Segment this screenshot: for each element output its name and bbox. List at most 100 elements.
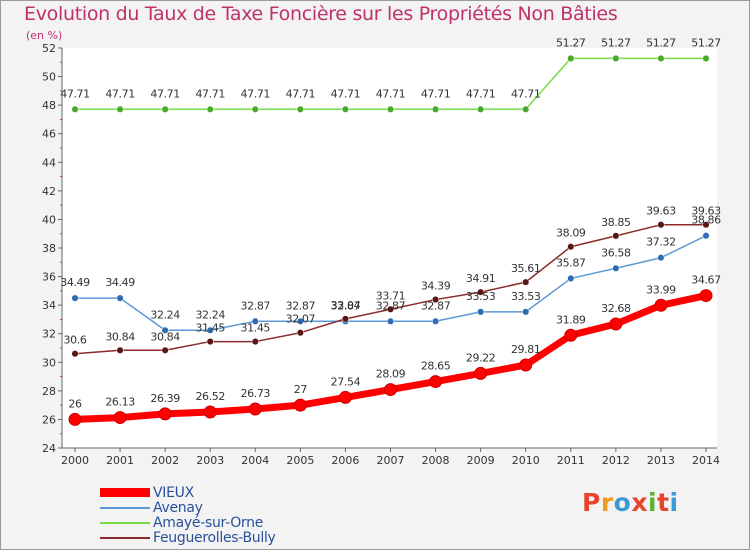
data-point: [429, 375, 443, 389]
x-tick-label: 2002: [151, 454, 179, 467]
data-label: 51.27: [691, 36, 721, 49]
data-label: 31.45: [241, 322, 271, 335]
x-tick-label: 2003: [196, 454, 224, 467]
data-point: [251, 338, 259, 346]
logo-letter: r: [600, 488, 614, 517]
plot-area: [62, 48, 717, 448]
unit-label: (en %): [26, 29, 63, 42]
legend-label-avenay: Avenay: [153, 500, 203, 516]
y-tick-label: 32: [42, 328, 56, 341]
data-point: [522, 105, 530, 113]
data-point: [386, 317, 395, 325]
legend-label-vieux: VIEUX: [153, 485, 194, 501]
x-tick-label: 2000: [61, 454, 89, 467]
data-point: [386, 105, 395, 113]
data-label: 26.73: [241, 387, 271, 400]
data-point: [657, 221, 665, 229]
y-tick-label: 26: [42, 413, 56, 426]
y-tick-label: 36: [42, 271, 56, 284]
data-label: 47.71: [376, 87, 406, 100]
data-label: 28.65: [421, 360, 451, 373]
data-point: [206, 338, 214, 346]
data-label: 31.89: [556, 313, 586, 326]
data-point: [657, 54, 665, 62]
data-point: [432, 317, 440, 325]
data-label: 27: [294, 383, 308, 396]
data-label: 47.71: [241, 87, 271, 100]
data-point: [71, 350, 79, 358]
data-point: [293, 398, 307, 412]
data-label: 35.61: [511, 262, 541, 275]
y-tick-label: 48: [42, 99, 56, 112]
data-point: [612, 264, 620, 272]
data-label: 32.24: [150, 308, 180, 321]
data-point: [68, 412, 82, 426]
data-point: [116, 294, 124, 302]
y-tick-label: 30: [42, 356, 56, 369]
data-label: 30.84: [150, 330, 180, 343]
chart-title: Evolution du Taux de Taxe Foncière sur l…: [24, 3, 618, 25]
data-label: 32.87: [376, 299, 406, 312]
data-point: [477, 105, 485, 113]
y-tick-label: 24: [42, 442, 56, 455]
data-label: 30.6: [64, 334, 87, 347]
logo-letter: o: [613, 488, 632, 517]
data-label: 47.71: [421, 87, 451, 100]
data-label: 32.87: [331, 299, 361, 312]
logo-letter: x: [631, 488, 648, 517]
data-label: 51.27: [556, 36, 586, 49]
data-label: 31.45: [195, 322, 225, 335]
data-label: 29.22: [466, 351, 496, 364]
data-point: [338, 390, 352, 404]
logo-letter: t: [657, 488, 670, 517]
data-label: 51.27: [601, 36, 631, 49]
x-tick-label: 2013: [647, 454, 675, 467]
data-point: [384, 383, 397, 397]
data-label: 34.39: [421, 280, 451, 293]
data-point: [71, 294, 79, 302]
y-tick-label: 42: [42, 185, 56, 198]
data-label: 38.86: [691, 214, 721, 227]
data-label: 32.87: [241, 299, 271, 312]
data-point: [702, 221, 710, 229]
data-point: [612, 232, 620, 240]
data-label: 34.91: [466, 272, 496, 285]
data-label: 33.99: [646, 283, 676, 296]
data-point: [702, 54, 710, 62]
data-point: [296, 105, 304, 113]
data-point: [654, 298, 668, 312]
y-tick-label: 28: [42, 385, 56, 398]
legend-swatch-avenay: [100, 507, 150, 509]
data-label: 39.63: [646, 205, 676, 218]
legend-swatch-amaye: [100, 522, 150, 524]
data-label: 28.09: [376, 368, 406, 381]
data-label: 47.71: [60, 87, 90, 100]
y-tick-label: 38: [42, 242, 56, 255]
data-point: [341, 315, 349, 323]
data-point: [567, 243, 575, 251]
logo-letter: i: [648, 488, 658, 517]
data-point: [564, 328, 578, 342]
data-label: 26.52: [195, 390, 225, 403]
logo-letter: P: [582, 488, 601, 517]
x-tick-label: 2001: [106, 454, 134, 467]
data-point: [158, 407, 172, 421]
x-tick-label: 2007: [377, 454, 405, 467]
data-point: [702, 232, 710, 240]
data-label: 36.58: [601, 246, 631, 259]
y-tick-label: 50: [42, 71, 56, 84]
data-point: [477, 288, 485, 296]
y-tick-label: 40: [42, 213, 56, 226]
data-point: [206, 105, 214, 113]
data-label: 47.71: [286, 87, 316, 100]
data-label: 26.13: [105, 396, 135, 409]
data-label: 29.81: [511, 343, 541, 356]
y-tick-label: 52: [42, 42, 56, 55]
x-tick-label: 2006: [331, 454, 359, 467]
data-label: 26: [68, 397, 82, 410]
data-point: [116, 105, 124, 113]
legend-label-feuguerolles: Feuguerolles-Bully: [153, 530, 276, 546]
data-point: [113, 411, 127, 425]
data-label: 47.71: [195, 87, 225, 100]
